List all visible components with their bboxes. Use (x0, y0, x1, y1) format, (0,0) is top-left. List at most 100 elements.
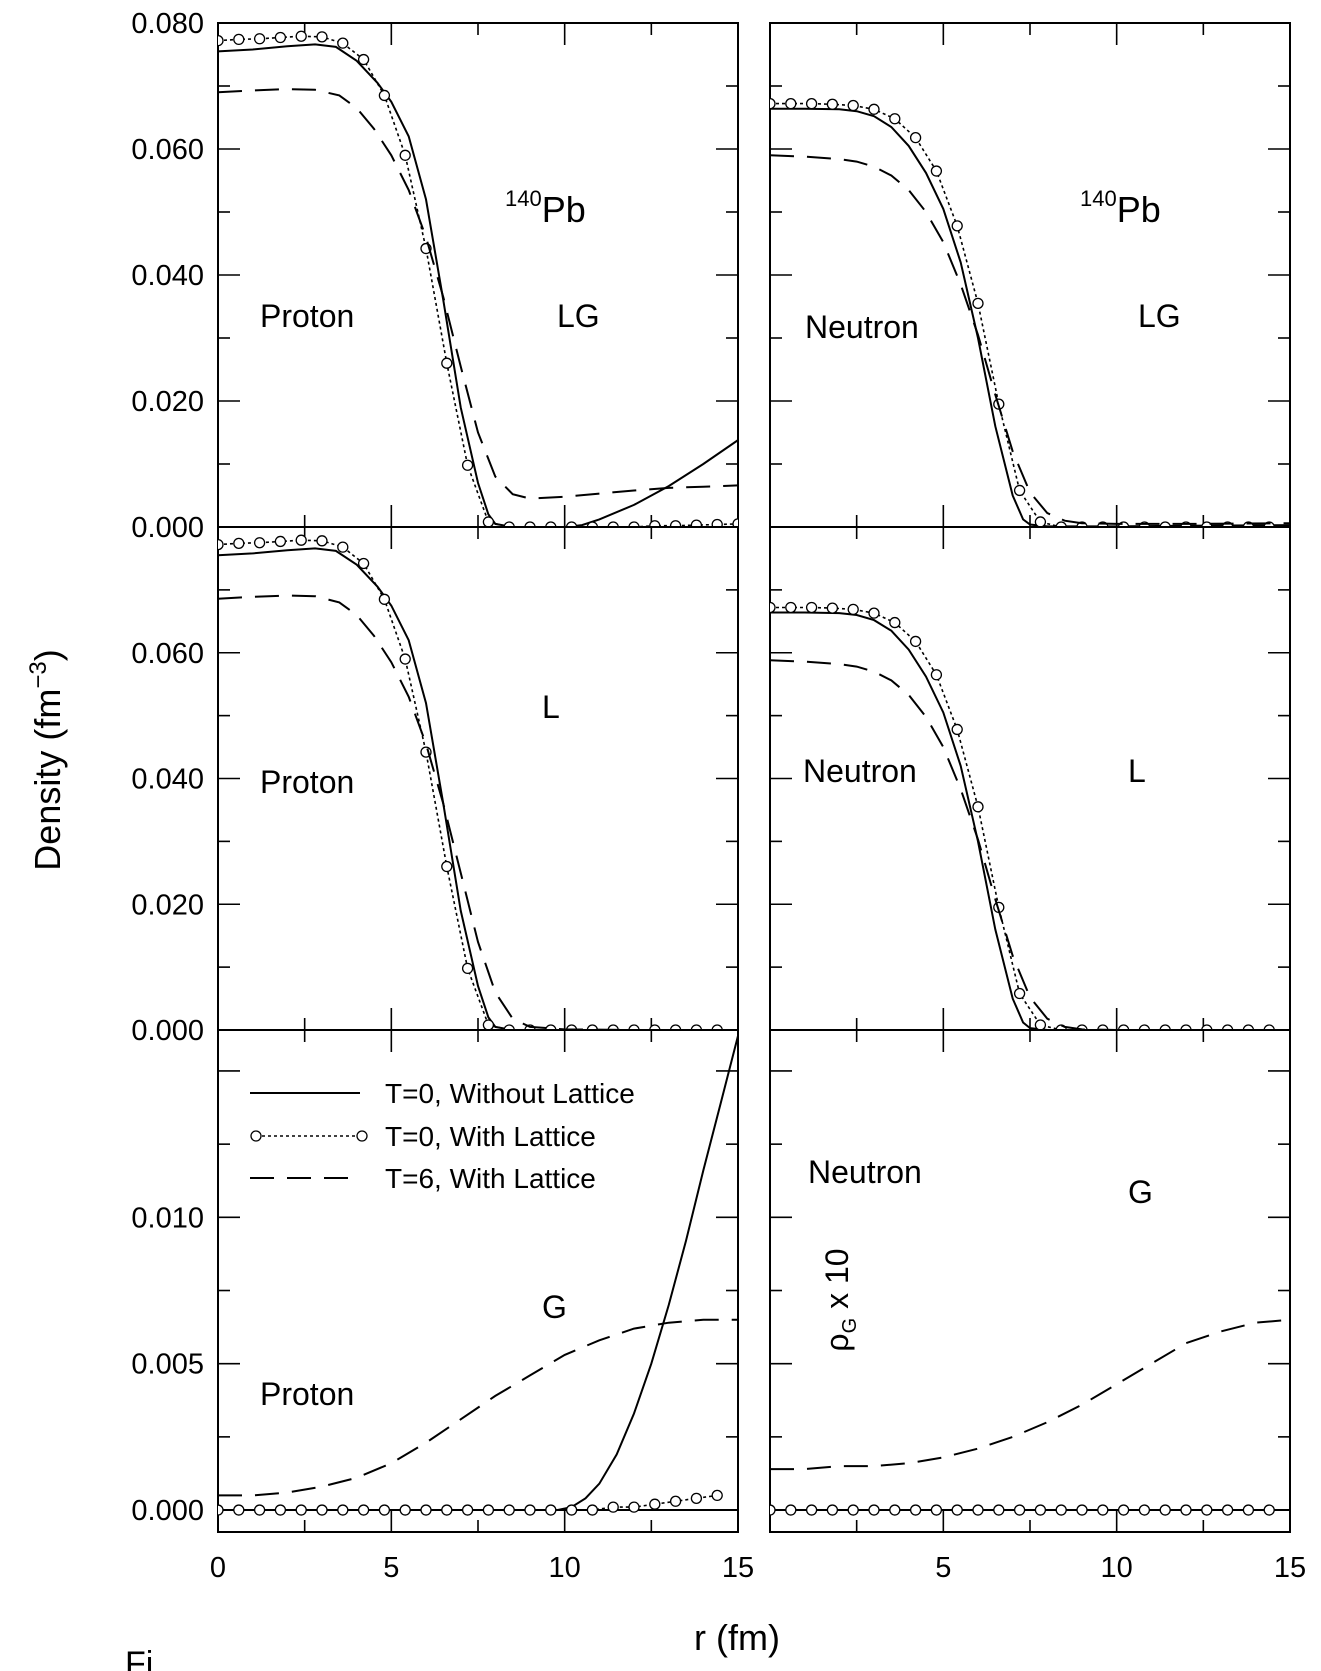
data-point-marker (1034, 1019, 1047, 1030)
species-label: Proton (260, 298, 354, 334)
data-point-marker (441, 357, 453, 369)
component-label: LG (557, 298, 600, 334)
caption-fragment: Fi (125, 1645, 153, 1671)
legend-label-dotted: T=0, With Lattice (385, 1121, 596, 1152)
series-group (218, 30, 738, 527)
series-line-dashed (218, 88, 738, 500)
data-point-marker (1076, 1504, 1088, 1516)
data-point-marker (1138, 1504, 1151, 1516)
series-line-solid (218, 1035, 738, 1511)
data-point-marker (711, 1024, 723, 1030)
series-line-solid (770, 611, 1290, 1030)
data-point-marker (826, 98, 839, 110)
data-point-marker (274, 535, 287, 548)
data-point-marker (524, 1504, 536, 1516)
data-point-marker (951, 1504, 963, 1516)
component-label: G (542, 1289, 567, 1325)
data-point-marker (316, 535, 328, 547)
data-point-marker (711, 518, 723, 527)
data-point-marker (909, 635, 922, 648)
data-point-marker (482, 516, 495, 527)
data-point-marker (295, 534, 307, 546)
data-point-marker (1159, 521, 1171, 527)
data-point-marker (607, 1024, 619, 1030)
data-point-marker (253, 33, 266, 45)
x-tick-label: 0 (210, 1552, 226, 1584)
data-point-marker (461, 962, 474, 975)
data-point-marker (847, 99, 859, 112)
data-point-marker (770, 97, 776, 110)
data-point-marker (545, 1504, 557, 1516)
data-point-marker (378, 1504, 391, 1516)
component-label: L (542, 689, 560, 725)
data-point-marker (669, 1024, 682, 1030)
data-point-marker (1242, 1504, 1255, 1516)
x-axis-title: r (fm) (694, 1617, 780, 1658)
x-tick-label: 5 (383, 1552, 399, 1584)
data-point-marker (805, 601, 818, 614)
data-point-marker (441, 860, 453, 873)
data-point-marker (586, 1504, 599, 1516)
data-point-marker (930, 165, 943, 177)
tick-marks (217, 1030, 739, 1532)
data-point-marker (1201, 521, 1213, 527)
data-point-marker (1201, 1504, 1213, 1516)
data-point-marker (545, 521, 557, 527)
data-point-marker (732, 518, 738, 527)
panel-frame (217, 22, 739, 528)
series-group (770, 601, 1290, 1030)
panel-middle-right: Neutron L (769, 526, 1291, 1031)
data-point-marker (868, 103, 880, 115)
y-tick-label: 0.060 (131, 638, 204, 670)
data-point-marker (847, 1504, 859, 1516)
data-point-marker (316, 1504, 328, 1516)
data-point-marker (218, 1504, 224, 1516)
data-point-marker (972, 1504, 984, 1516)
y-tick-label: 0.040 (131, 764, 204, 796)
data-point-marker (482, 1504, 495, 1516)
y-tick-label: 0.000 (131, 1015, 204, 1047)
legend-label-solid: T=0, Without Lattice (385, 1078, 635, 1109)
y-tick-label: 0.010 (131, 1202, 204, 1234)
data-point-marker (337, 541, 349, 553)
data-point-marker (972, 297, 984, 310)
data-point-marker (711, 1489, 723, 1502)
data-point-marker (274, 31, 287, 44)
x-tick-label: 10 (549, 1552, 581, 1584)
data-point-marker (826, 1504, 839, 1516)
data-point-marker (524, 521, 536, 527)
data-point-marker (1263, 1024, 1275, 1030)
data-point-marker (218, 538, 224, 551)
data-point-marker (826, 602, 839, 614)
data-point-marker (357, 1504, 370, 1516)
data-point-marker (770, 1504, 776, 1516)
data-point-marker (951, 220, 963, 232)
data-point-marker (1201, 1024, 1213, 1030)
series-line-dotted (218, 35, 738, 527)
series-line-dotted (770, 606, 1270, 1030)
data-point-marker (233, 1504, 245, 1516)
data-point-marker (993, 1504, 1005, 1516)
data-point-marker (378, 89, 391, 102)
species-label: Neutron (805, 309, 919, 345)
data-point-marker (316, 31, 328, 43)
x-tick-label: 15 (1274, 1552, 1306, 1584)
data-point-marker (785, 97, 797, 110)
series-line-dashed (770, 659, 1290, 1030)
data-point-marker (233, 537, 245, 549)
y-tick-label: 0.080 (131, 8, 204, 40)
y-tick-label: 0.000 (131, 1495, 204, 1527)
x-tick-label: 10 (1101, 1552, 1133, 1584)
data-point-marker (503, 521, 515, 527)
series-line-dashed (218, 594, 738, 1030)
data-point-marker (770, 601, 776, 614)
y-tick-label: 0.020 (131, 889, 204, 921)
series-group (770, 97, 1290, 527)
data-point-marker (690, 519, 703, 527)
species-label: Proton (260, 1376, 354, 1412)
data-point-marker (1159, 1024, 1171, 1030)
data-point-marker (441, 1504, 453, 1516)
data-point-marker (785, 601, 797, 614)
